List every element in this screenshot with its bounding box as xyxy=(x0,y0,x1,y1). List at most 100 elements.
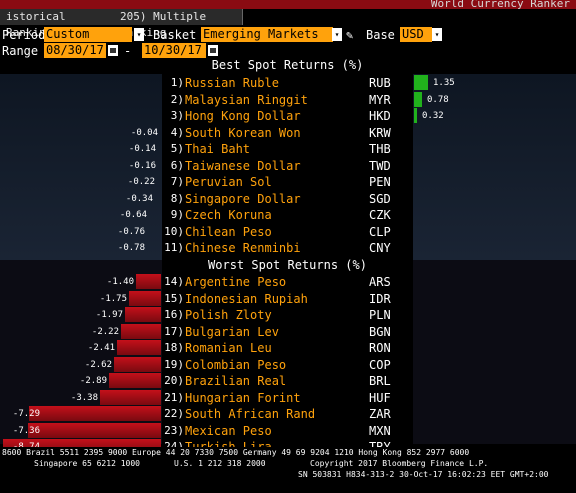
return-bar xyxy=(414,75,428,90)
return-value: -2.22 xyxy=(91,326,119,337)
return-value: -7.36 xyxy=(12,425,40,436)
return-value: -2.41 xyxy=(87,343,115,353)
currency-code: RUB xyxy=(369,76,391,90)
ranking-row[interactable]: 10) Chilean Peso CLP -0.76 xyxy=(0,224,576,240)
return-value: -0.22 xyxy=(127,177,155,187)
return-bar xyxy=(28,422,161,438)
return-value: -2.89 xyxy=(79,376,107,386)
ranking-row[interactable]: 6) Taiwanese Dollar TWD -0.16 xyxy=(0,158,576,174)
footer-session: SN 503831 H834-313-2 30-Oct-17 16:02:23 … xyxy=(298,470,549,479)
rank-number: 19) xyxy=(164,357,184,371)
return-bar xyxy=(114,356,161,372)
rank-number: 7) xyxy=(170,175,184,188)
return-bar xyxy=(157,174,161,189)
ranking-row[interactable]: 5) Thai Baht THB -0.14 xyxy=(0,141,576,157)
footer-line-1: 8600 Brazil 5511 2395 9000 Europe 44 20 … xyxy=(2,448,470,457)
currency-code: COP xyxy=(369,357,391,372)
pencil-icon[interactable]: ✎ xyxy=(346,28,354,42)
ranking-row[interactable]: 9) Czech Koruna CZK -0.64 xyxy=(0,207,576,223)
range-start-calendar-icon[interactable] xyxy=(108,45,118,56)
currency-name: Taiwanese Dollar xyxy=(185,158,301,173)
base-dropdown-icon[interactable]: ▾ xyxy=(432,28,442,41)
return-bar xyxy=(117,340,161,355)
basket-dropdown-icon[interactable]: ▾ xyxy=(332,28,342,41)
currency-name: Polish Zloty xyxy=(185,308,272,322)
rank-number: 6) xyxy=(170,158,184,172)
currency-name: Hungarian Forint xyxy=(185,390,301,405)
return-bar xyxy=(136,274,161,289)
currency-code: CNY xyxy=(369,241,391,255)
currency-name: Mexican Peso xyxy=(185,423,272,438)
currency-code: THB xyxy=(369,142,391,156)
rank-number: 23) xyxy=(164,423,184,437)
rank-number: 2) xyxy=(170,92,184,106)
ranking-row[interactable]: 1) Russian Ruble RUB 1.35 xyxy=(0,75,576,91)
currency-code: PEN xyxy=(369,175,391,189)
currency-name: Romanian Leu xyxy=(185,341,272,355)
return-value: 1.35 xyxy=(433,78,455,88)
period-label: Period xyxy=(2,28,46,42)
currency-name: Colombian Peso xyxy=(185,357,287,372)
rank-number: 9) xyxy=(170,208,184,221)
ranking-row[interactable]: 17) Bulgarian Lev BGN -2.22 xyxy=(0,323,576,340)
return-value: -0.14 xyxy=(128,144,156,154)
range-end-field[interactable]: 10/30/17 xyxy=(142,43,206,58)
currency-name: Czech Koruna xyxy=(185,208,272,222)
return-value: -7.29 xyxy=(12,409,40,419)
basket-label: Basket xyxy=(153,28,197,42)
ranking-row[interactable]: 19) Colombian Peso COP -2.62 xyxy=(0,356,576,373)
return-bar xyxy=(147,240,161,255)
return-bar xyxy=(129,290,161,306)
rank-number: 18) xyxy=(164,341,184,354)
currency-name: Hong Kong Dollar xyxy=(185,109,301,123)
currency-name: Peruvian Sol xyxy=(185,175,272,189)
period-field[interactable]: Custom xyxy=(44,27,132,42)
ranking-row[interactable]: 21) Hungarian Forint HUF -3.38 xyxy=(0,389,576,406)
return-bar xyxy=(149,207,161,222)
return-bar xyxy=(158,158,161,173)
ranking-row[interactable]: 18) Romanian Leu RON -2.41 xyxy=(0,340,576,356)
currency-code: MXN xyxy=(369,423,391,438)
return-value: -0.78 xyxy=(117,243,145,253)
ranking-row[interactable]: 4) South Korean Won KRW -0.04 xyxy=(0,125,576,141)
ranking-row[interactable]: 11) Chinese Renminbi CNY -0.78 xyxy=(0,240,576,256)
rank-number: 8) xyxy=(170,191,184,205)
ranking-row[interactable]: 14) Argentine Peso ARS -1.40 xyxy=(0,274,576,290)
ranking-row[interactable]: 16) Polish Zloty PLN -1.97 xyxy=(0,307,576,323)
currency-code: ZAR xyxy=(369,407,391,421)
ranking-row[interactable]: 22) South African Rand ZAR -7.29 xyxy=(0,406,576,422)
currency-code: HKD xyxy=(369,109,391,123)
rank-number: 4) xyxy=(170,125,184,139)
currency-name: Russian Ruble xyxy=(185,76,279,90)
return-bar xyxy=(100,389,161,405)
ranking-row[interactable]: 20) Brazilian Real BRL -2.89 xyxy=(0,373,576,389)
currency-code: RON xyxy=(369,341,391,355)
return-value: -0.64 xyxy=(119,210,147,220)
return-bar xyxy=(125,307,161,322)
basket-field[interactable]: Emerging Markets xyxy=(201,27,333,42)
ranking-row[interactable]: 15) Indonesian Rupiah IDR -1.75 xyxy=(0,290,576,307)
return-bar xyxy=(414,91,422,107)
period-dropdown-icon[interactable]: ▾ xyxy=(134,28,144,41)
return-bar xyxy=(29,406,161,421)
footer-singapore: Singapore 65 6212 1000 xyxy=(34,459,140,468)
return-value: 0.78 xyxy=(427,94,449,105)
currency-name: Brazilian Real xyxy=(185,374,287,388)
tab-multiple-ranking[interactable]: 205) Multiple Ranking xyxy=(114,9,243,39)
ranking-row[interactable]: 23) Mexican Peso MXN -7.36 xyxy=(0,422,576,439)
rank-number: 16) xyxy=(164,308,184,321)
currency-code: KRW xyxy=(369,125,391,140)
base-field[interactable]: USD xyxy=(400,27,432,42)
ranking-row[interactable]: 2) Malaysian Ringgit MYR 0.78 xyxy=(0,91,576,108)
range-end-calendar-icon[interactable] xyxy=(208,45,218,56)
tab-historical-ranking[interactable]: istorical Ranking xyxy=(0,9,121,39)
range-start-field[interactable]: 08/30/17 xyxy=(44,43,106,58)
currency-name: Malaysian Ringgit xyxy=(185,92,308,107)
ranking-row[interactable]: 7) Peruvian Sol PEN -0.22 xyxy=(0,174,576,190)
return-value: -0.76 xyxy=(117,226,145,237)
return-bar xyxy=(414,108,417,123)
ranking-row[interactable]: 3) Hong Kong Dollar HKD 0.32 xyxy=(0,108,576,124)
ranking-row[interactable]: 8) Singapore Dollar SGD -0.34 xyxy=(0,191,576,207)
title-strip: World Currency Ranker xyxy=(0,0,576,10)
currency-code: BRL xyxy=(369,374,391,388)
